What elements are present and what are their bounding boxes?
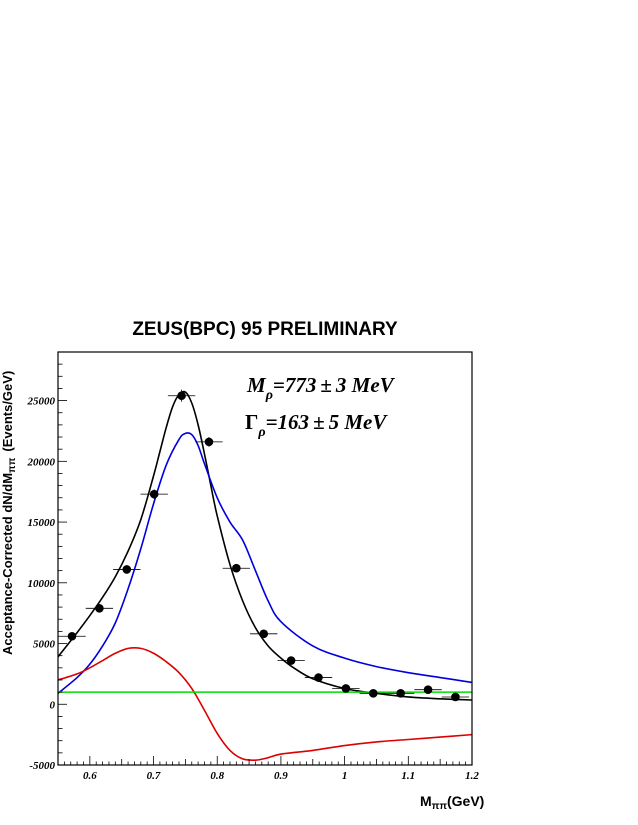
y-tick-label: 20000 — [27, 456, 56, 468]
annotation-mass-sub: ρ — [265, 388, 273, 403]
data-point — [250, 629, 278, 639]
y-tick-label: 5000 — [33, 639, 56, 651]
annotation-mass-symbol: M — [246, 373, 267, 397]
y-tick-label: 15000 — [28, 517, 56, 529]
data-point — [113, 565, 141, 574]
data-point — [85, 604, 114, 613]
data-point — [332, 684, 360, 693]
annotation-mass-err: 3 MeV — [335, 373, 396, 397]
annotation-width-err: 5 MeV — [329, 410, 389, 434]
y-tick-label: 0 — [50, 699, 56, 711]
x-tick-label: 0.8 — [210, 770, 224, 782]
data-marker — [259, 629, 269, 639]
data-point — [386, 689, 415, 698]
annotation-width-symbol: Γ — [245, 410, 258, 434]
chart-title: ZEUS(BPC) 95 PRELIMINARY — [132, 319, 398, 340]
data-point — [277, 656, 305, 665]
x-tick-label: 0.7 — [147, 770, 161, 782]
x-axis-label-unit: (GeV) — [447, 793, 484, 809]
x-tick-label: 1.2 — [465, 770, 479, 782]
data-point — [441, 692, 470, 702]
data-marker — [149, 489, 159, 499]
axes-layer: 0.6 0.7 0.8 0.9 1 1.1 1.2 -5000 0 5000 10000 15000 2… — [27, 351, 479, 782]
data-point — [140, 489, 168, 499]
data-marker — [341, 684, 351, 693]
data-point — [195, 437, 223, 447]
data-points-layer — [58, 389, 470, 702]
x-tick-label: 1.1 — [401, 770, 415, 782]
curves-layer — [58, 390, 472, 762]
y-tick-label: 25000 — [27, 396, 56, 408]
data-marker — [204, 437, 214, 447]
y-axis-label-main: Acceptance-Corrected dN/dM — [0, 473, 15, 655]
x-axis-label: Mππ(GeV) — [420, 793, 484, 812]
annotation-width-sub: ρ — [257, 425, 265, 440]
y-axis-label: Acceptance-Corrected dN/dMππ (Events/GeV) — [0, 371, 18, 655]
x-axis-label-main: M — [420, 793, 432, 809]
red-interference-curve — [58, 646, 472, 762]
annotation-mass-pm: ± — [320, 373, 332, 397]
annotation-mass: Mρ=773 ±3 MeV — [246, 373, 396, 403]
data-marker — [396, 689, 405, 698]
data-marker — [67, 631, 77, 641]
data-marker — [177, 391, 186, 401]
data-point — [359, 689, 387, 698]
data-marker — [286, 656, 296, 665]
data-point — [414, 685, 442, 694]
y-axis-label-unit: (Events/GeV) — [0, 371, 15, 452]
annotation-width: Γρ=163 ±5 MeV — [245, 410, 388, 440]
annotation-width-pm: ± — [313, 410, 325, 434]
data-marker — [95, 604, 104, 613]
x-tick-label: 0.6 — [83, 770, 97, 782]
y-axis-label-sub: ππ — [7, 457, 18, 473]
y-tick-label: 10000 — [28, 578, 56, 590]
data-marker — [122, 565, 132, 574]
x-tick-label: 0.9 — [274, 770, 288, 782]
data-marker — [232, 563, 241, 573]
x-tick-label: 1 — [342, 770, 348, 782]
data-marker — [368, 689, 378, 698]
data-marker — [314, 673, 323, 682]
data-marker — [451, 692, 460, 702]
y-tick-label: -5000 — [29, 760, 55, 772]
data-marker — [423, 685, 433, 694]
annotation-width-value: =163 — [266, 410, 309, 434]
data-point — [167, 389, 196, 402]
data-point — [58, 631, 86, 641]
data-point — [222, 563, 251, 573]
x-axis-label-sub: ππ — [432, 801, 448, 812]
data-point — [304, 673, 333, 682]
annotation-mass-value: =773 — [273, 373, 316, 397]
blue-curve — [58, 432, 472, 694]
